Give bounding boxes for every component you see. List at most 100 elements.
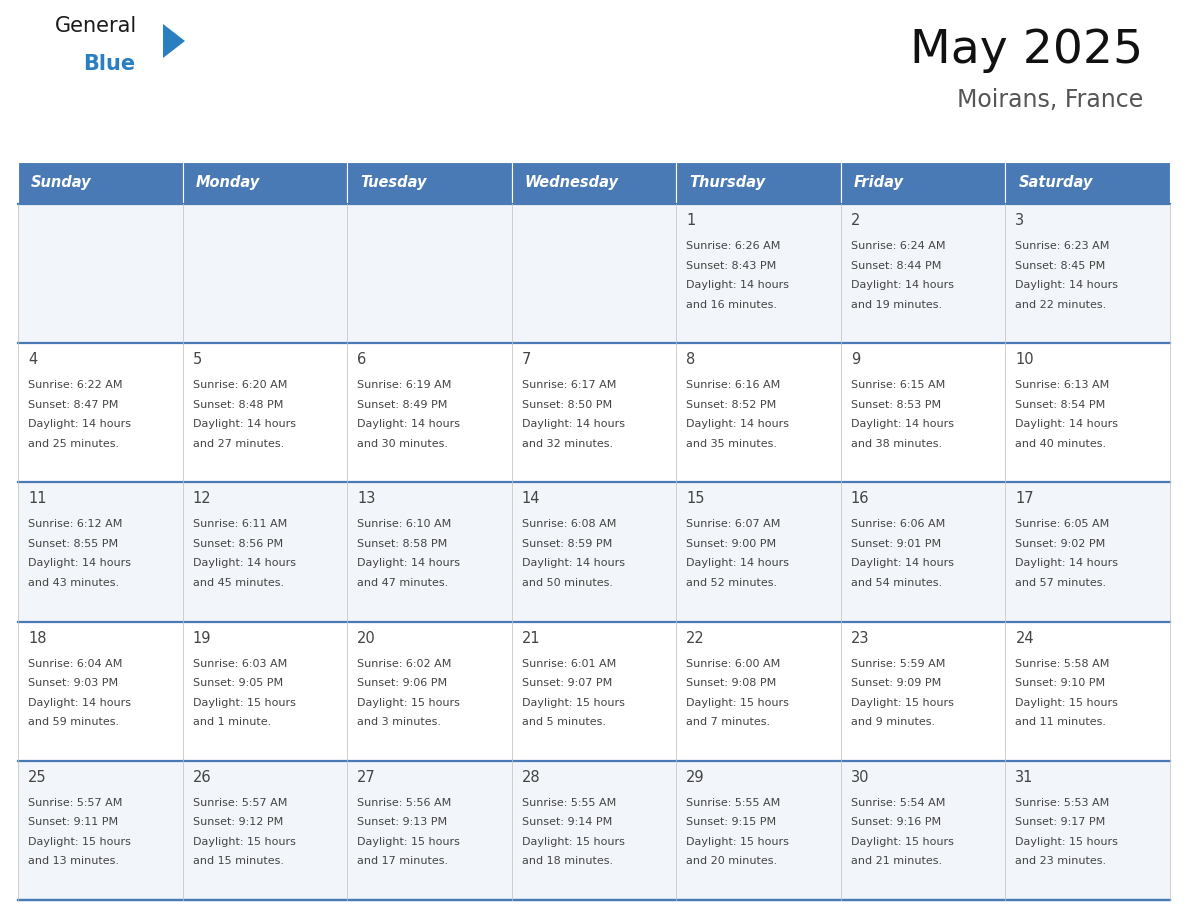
Text: Daylight: 14 hours: Daylight: 14 hours [1016,558,1118,568]
Text: Daylight: 14 hours: Daylight: 14 hours [1016,280,1118,290]
Text: Daylight: 15 hours: Daylight: 15 hours [851,698,954,708]
Bar [18,621,183,761]
Text: 17: 17 [1016,491,1034,507]
Text: Daylight: 14 hours: Daylight: 14 hours [358,420,460,430]
Text: Sunrise: 6:00 AM: Sunrise: 6:00 AM [687,658,781,668]
Text: and 30 minutes.: and 30 minutes. [358,439,448,449]
Text: Sunset: 9:05 PM: Sunset: 9:05 PM [192,678,283,688]
Text: and 20 minutes.: and 20 minutes. [687,856,777,867]
Text: and 40 minutes.: and 40 minutes. [1016,439,1106,449]
Bar [347,162,512,204]
Text: and 18 minutes.: and 18 minutes. [522,856,613,867]
Text: and 57 minutes.: and 57 minutes. [1016,578,1106,588]
Text: Sunrise: 5:54 AM: Sunrise: 5:54 AM [851,798,946,808]
Text: Sunrise: 6:11 AM: Sunrise: 6:11 AM [192,520,286,530]
Text: Daylight: 15 hours: Daylight: 15 hours [192,698,296,708]
Text: Sunset: 8:48 PM: Sunset: 8:48 PM [192,399,283,409]
Text: Sunset: 8:43 PM: Sunset: 8:43 PM [687,261,777,271]
Text: 12: 12 [192,491,211,507]
Text: Sunset: 9:02 PM: Sunset: 9:02 PM [1016,539,1106,549]
Bar [18,343,183,482]
Bar [18,162,183,204]
Text: 21: 21 [522,631,541,645]
Bar [18,204,183,343]
Text: Sunrise: 6:10 AM: Sunrise: 6:10 AM [358,520,451,530]
Text: Sunrise: 6:24 AM: Sunrise: 6:24 AM [851,241,946,251]
Text: and 7 minutes.: and 7 minutes. [687,717,770,727]
Text: Daylight: 15 hours: Daylight: 15 hours [522,837,625,846]
Text: Tuesday: Tuesday [360,175,426,191]
Text: and 38 minutes.: and 38 minutes. [851,439,942,449]
Text: and 5 minutes.: and 5 minutes. [522,717,606,727]
Text: 18: 18 [29,631,46,645]
Text: 6: 6 [358,353,366,367]
Text: Sunrise: 6:26 AM: Sunrise: 6:26 AM [687,241,781,251]
Text: Daylight: 15 hours: Daylight: 15 hours [1016,837,1118,846]
Bar [18,761,183,900]
Text: 14: 14 [522,491,541,507]
Text: Daylight: 14 hours: Daylight: 14 hours [851,558,954,568]
Text: Daylight: 14 hours: Daylight: 14 hours [192,558,296,568]
Text: Sunrise: 5:53 AM: Sunrise: 5:53 AM [1016,798,1110,808]
Text: Daylight: 15 hours: Daylight: 15 hours [192,837,296,846]
Bar [512,621,676,761]
Text: Daylight: 15 hours: Daylight: 15 hours [522,698,625,708]
Bar [347,482,512,621]
Text: Sunrise: 6:07 AM: Sunrise: 6:07 AM [687,520,781,530]
Text: 16: 16 [851,491,870,507]
Text: Sunrise: 6:08 AM: Sunrise: 6:08 AM [522,520,617,530]
Text: Sunset: 8:47 PM: Sunset: 8:47 PM [29,399,119,409]
Text: Daylight: 14 hours: Daylight: 14 hours [851,420,954,430]
Text: Sunrise: 5:55 AM: Sunrise: 5:55 AM [687,798,781,808]
Text: Daylight: 14 hours: Daylight: 14 hours [687,420,789,430]
Text: 19: 19 [192,631,211,645]
Bar [676,761,841,900]
Text: and 3 minutes.: and 3 minutes. [358,717,441,727]
Text: Sunrise: 5:55 AM: Sunrise: 5:55 AM [522,798,615,808]
Text: Sunrise: 6:16 AM: Sunrise: 6:16 AM [687,380,781,390]
Text: Sunrise: 6:02 AM: Sunrise: 6:02 AM [358,658,451,668]
Bar [183,621,347,761]
Text: Sunset: 9:06 PM: Sunset: 9:06 PM [358,678,447,688]
Text: Sunrise: 6:17 AM: Sunrise: 6:17 AM [522,380,617,390]
Text: and 13 minutes.: and 13 minutes. [29,856,119,867]
Text: and 59 minutes.: and 59 minutes. [29,717,119,727]
Text: 22: 22 [687,631,704,645]
Bar [183,162,347,204]
Text: Sunset: 8:54 PM: Sunset: 8:54 PM [1016,399,1106,409]
Bar [512,162,676,204]
Text: Daylight: 14 hours: Daylight: 14 hours [522,420,625,430]
Bar [841,761,1005,900]
Text: Sunrise: 5:56 AM: Sunrise: 5:56 AM [358,798,451,808]
Text: Sunrise: 6:15 AM: Sunrise: 6:15 AM [851,380,946,390]
Text: Sunset: 9:12 PM: Sunset: 9:12 PM [192,817,283,827]
Text: May 2025: May 2025 [910,28,1143,73]
Text: 2: 2 [851,213,860,228]
Bar [1005,162,1170,204]
Text: and 16 minutes.: and 16 minutes. [687,299,777,309]
Bar [676,343,841,482]
Text: and 22 minutes.: and 22 minutes. [1016,299,1107,309]
Text: Daylight: 15 hours: Daylight: 15 hours [358,837,460,846]
Bar [1005,204,1170,343]
Text: Sunrise: 6:23 AM: Sunrise: 6:23 AM [1016,241,1110,251]
Bar [347,343,512,482]
Text: 8: 8 [687,353,695,367]
Text: Sunset: 9:03 PM: Sunset: 9:03 PM [29,678,118,688]
Text: Blue: Blue [83,54,135,74]
Text: Daylight: 15 hours: Daylight: 15 hours [1016,698,1118,708]
Text: and 23 minutes.: and 23 minutes. [1016,856,1106,867]
Text: and 54 minutes.: and 54 minutes. [851,578,942,588]
Text: Sunset: 8:50 PM: Sunset: 8:50 PM [522,399,612,409]
Bar [347,761,512,900]
Bar [841,343,1005,482]
Text: and 52 minutes.: and 52 minutes. [687,578,777,588]
Text: and 11 minutes.: and 11 minutes. [1016,717,1106,727]
Text: 9: 9 [851,353,860,367]
Text: Daylight: 15 hours: Daylight: 15 hours [851,837,954,846]
Text: 25: 25 [29,770,46,785]
Text: and 15 minutes.: and 15 minutes. [192,856,284,867]
Bar [841,204,1005,343]
Bar [347,621,512,761]
Text: 1: 1 [687,213,695,228]
